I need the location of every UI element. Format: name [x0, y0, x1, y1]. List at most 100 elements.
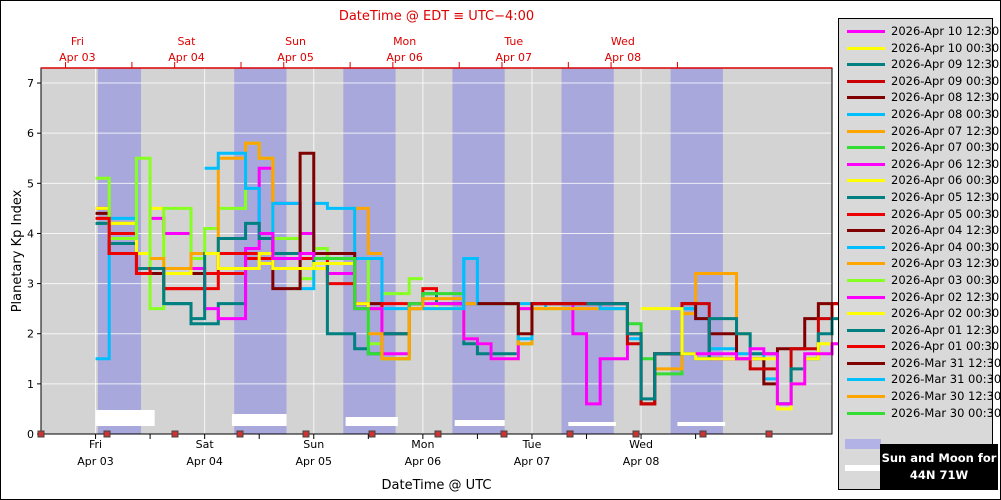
legend-swatch — [847, 229, 885, 233]
legend-label: 2026-Apr 06 12:30 — [891, 156, 1000, 171]
legend-label: 2026-Apr 08 12:30 — [891, 90, 1000, 105]
legend-item: 2026-Apr 07 00:30 — [839, 139, 999, 156]
legend-swatch — [847, 262, 885, 266]
y-tick-label: 6 — [27, 127, 34, 140]
top-day-label: Sun — [285, 35, 306, 48]
sun-moon-marker — [302, 430, 310, 438]
legend-item: 2026-Apr 05 12:30 — [839, 189, 999, 206]
legend-item: 2026-Apr 09 12:30 — [839, 56, 999, 73]
y-axis-label: Planetary Kp Index — [10, 189, 25, 312]
moon-bar — [95, 410, 155, 426]
legend-item: 2026-Apr 04 12:30 — [839, 222, 999, 239]
legend-label: 2026-Apr 02 00:30 — [891, 306, 1000, 321]
moon-bar — [231, 414, 287, 426]
legend-swatch — [847, 361, 885, 365]
legend-swatch — [847, 30, 885, 33]
top-day-label: Fri — [71, 35, 84, 48]
top-date-label: Apr 07 — [496, 51, 533, 64]
legend-swatch — [847, 63, 885, 67]
legend-swatch — [847, 195, 885, 199]
legend-moon-swatch — [845, 465, 881, 471]
bottom-date-label: Apr 04 — [186, 455, 223, 468]
night-band — [234, 68, 287, 434]
legend-item: 2026-Apr 06 12:30 — [839, 156, 999, 173]
sun-moon-marker — [632, 430, 640, 438]
bottom-day-label: Sun — [303, 438, 324, 451]
y-tick-label: 4 — [27, 227, 34, 240]
bottom-day-label: Wed — [629, 438, 653, 451]
legend-swatch — [847, 345, 885, 349]
legend-swatch — [847, 328, 885, 332]
sun-moon-marker — [103, 430, 111, 438]
legend-swatch — [847, 79, 885, 83]
legend-label: 2026-Apr 02 12:30 — [891, 289, 1000, 304]
legend-swatch — [847, 179, 885, 183]
top-day-label: Sat — [177, 35, 196, 48]
legend-label: 2026-Mar 30 00:30 — [891, 405, 1001, 420]
y-tick-label: 2 — [27, 328, 34, 341]
legend-item: 2026-Apr 02 12:30 — [839, 289, 999, 306]
bottom-day-label: Tue — [522, 438, 542, 451]
legend-label: 2026-Mar 31 12:30 — [891, 355, 1001, 370]
sun-moon-marker — [368, 430, 376, 438]
legend-label: 2026-Apr 09 00:30 — [891, 73, 1000, 88]
legend-item: 2026-Apr 01 00:30 — [839, 338, 999, 355]
legend: 2026-Apr 10 12:30 2026-Apr 10 00:30 2026-A… — [838, 18, 1001, 490]
sun-moon-marker — [699, 430, 707, 438]
legend-swatch — [847, 212, 885, 216]
legend-swatch — [847, 278, 885, 282]
legend-label: 2026-Apr 07 00:30 — [891, 140, 1000, 155]
top-date-label: Apr 06 — [386, 51, 423, 64]
legend-item: 2026-Apr 04 00:30 — [839, 239, 999, 256]
moon-bar — [454, 420, 505, 426]
legend-label: 2026-Apr 03 00:30 — [891, 272, 1000, 287]
bottom-day-label: Sat — [196, 438, 215, 451]
moon-bar — [568, 422, 617, 426]
y-tick-label: 5 — [27, 177, 34, 190]
legend-label: 2026-Apr 08 00:30 — [891, 106, 1000, 121]
legend-swatch — [847, 395, 885, 399]
night-band — [670, 68, 723, 434]
legend-label: 2026-Apr 04 12:30 — [891, 223, 1000, 238]
bottom-day-label: Fri — [89, 438, 102, 451]
legend-label: 2026-Mar 30 12:30 — [891, 389, 1001, 404]
top-date-label: Apr 08 — [605, 51, 642, 64]
legend-item: 2026-Apr 06 00:30 — [839, 172, 999, 189]
legend-item: 2026-Apr 01 12:30 — [839, 322, 999, 339]
legend-item: 2026-Mar 31 00:30 — [839, 371, 1001, 388]
legend-swatch — [847, 129, 885, 133]
y-tick-label: 0 — [27, 428, 34, 441]
legend-item: 2026-Apr 02 00:30 — [839, 305, 999, 322]
legend-item: 2026-Apr 09 00:30 — [839, 73, 999, 90]
sun-moon-marker — [37, 430, 45, 438]
legend-swatch — [847, 245, 885, 249]
top-date-label: Apr 03 — [59, 51, 96, 64]
legend-label: 2026-Apr 01 12:30 — [891, 322, 1000, 337]
top-day-label: Wed — [611, 35, 635, 48]
legend-label: 2026-Mar 31 00:30 — [891, 372, 1001, 387]
top-date-label: Apr 04 — [168, 51, 205, 64]
series-line — [368, 272, 751, 406]
legend-swatch — [847, 96, 885, 100]
legend-label: 2026-Apr 07 12:30 — [891, 123, 1000, 138]
legend-sun-swatch — [845, 439, 881, 449]
legend-item: 2026-Apr 03 12:30 — [839, 255, 999, 272]
bottom-date-label: Apr 05 — [295, 455, 332, 468]
bottom-date-label: Apr 06 — [405, 455, 442, 468]
chart-title: DateTime @ EDT ≡ UTC−4:00 — [339, 9, 534, 24]
x-axis-label: DateTime @ UTC — [382, 478, 492, 493]
legend-item: 2026-Apr 10 00:30 — [839, 40, 999, 57]
legend-swatch — [847, 146, 885, 150]
moon-bar — [345, 417, 398, 426]
legend-swatch — [847, 295, 885, 299]
legend-item: 2026-Apr 05 00:30 — [839, 206, 999, 223]
legend-swatch — [847, 411, 885, 415]
y-tick-label: 1 — [27, 378, 34, 391]
legend-label: 2026-Apr 05 12:30 — [891, 189, 1000, 204]
legend-label: 2026-Apr 01 00:30 — [891, 339, 1000, 354]
legend-item: 2026-Apr 08 12:30 — [839, 89, 999, 106]
moon-bar — [677, 422, 726, 426]
legend-item: 2026-Mar 31 12:30 — [839, 355, 1001, 372]
legend-label: 2026-Apr 04 00:30 — [891, 239, 1000, 254]
